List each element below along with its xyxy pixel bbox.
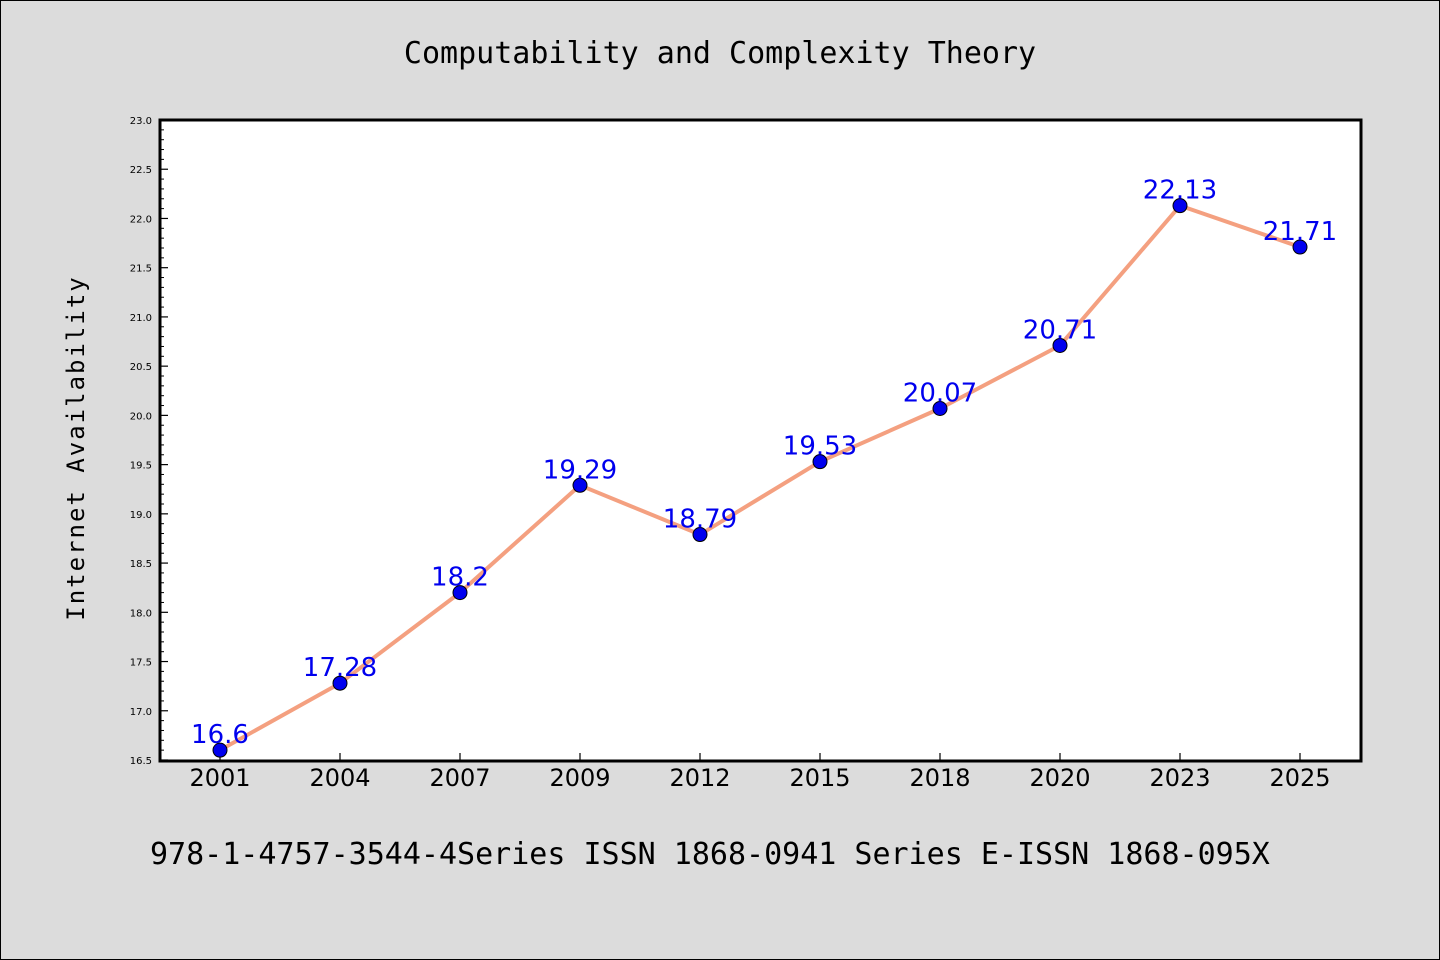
data-point [332,675,348,691]
x-axis: 2001 2004 2007 2009 2012 2015 2018 2020 2023 2025 [189,753,1331,792]
x-tick-label: 2018 [909,764,970,792]
data-point [1292,239,1308,255]
y-tick-label: 19.0 [130,510,152,521]
data-label: 17.28 [303,653,377,683]
data-labels-group: 16.6 17.28 18.2 19.29 18.79 19.53 20.07 20.71 22… [191,176,1337,750]
data-label: 20.71 [1023,315,1097,345]
chart-title: Computability and Complexity Theory [404,36,1036,71]
data-label: 16.6 [191,720,249,750]
x-tick-label: 2001 [189,764,250,792]
data-point [572,477,588,493]
series-line [218,203,1302,753]
y-tick-label: 18.0 [130,608,152,619]
y-tick-label: 20.5 [130,362,152,373]
y-tick-label: 19.5 [130,461,152,472]
data-point [212,742,228,758]
data-point [1052,337,1068,353]
data-label: 19.29 [543,455,617,485]
footer-text: 978-1-4757-3544-4Series ISSN 1868-0941 S… [150,837,1270,872]
data-label: 19.53 [783,432,857,462]
x-tick-label: 2012 [669,764,730,792]
y-tick-label: 20.0 [130,411,152,422]
data-label: 20.07 [903,378,977,408]
data-point [692,527,708,543]
y-tick-label: 17.5 [130,658,152,669]
data-label: 21.71 [1263,217,1337,247]
y-tick-label: 18.5 [130,559,152,570]
x-tick-label: 2015 [789,764,850,792]
markers-group [212,198,1308,758]
data-label: 18.79 [663,505,737,535]
data-point [932,400,948,416]
x-tick-label: 2004 [309,764,370,792]
x-tick-label: 2007 [429,764,490,792]
y-tick-label: 22.0 [130,214,152,225]
y-tick-label: 16.5 [130,756,152,767]
y-tick-label: 23.0 [130,116,152,127]
x-tick-label: 2009 [549,764,610,792]
data-point [1172,198,1188,214]
series-line-group [218,203,1302,753]
y-tick-label: 21.5 [130,264,152,275]
data-point [812,454,828,470]
x-tick-label: 2023 [1149,764,1210,792]
y-tick-label: 22.5 [130,165,152,176]
x-tick-label: 2025 [1269,764,1330,792]
data-label: 22.13 [1143,176,1217,206]
y-tick-label: 21.0 [130,313,152,324]
y-axis-label: Internet Availability [62,275,90,620]
data-point [452,585,468,601]
y-axis: 16.5 17.0 17.5 18.0 18.5 19.0 19.5 20.0 20.5 21.0… [130,116,168,767]
x-tick-label: 2020 [1029,764,1090,792]
data-label: 18.2 [431,563,489,593]
y-tick-label: 17.0 [130,707,152,718]
